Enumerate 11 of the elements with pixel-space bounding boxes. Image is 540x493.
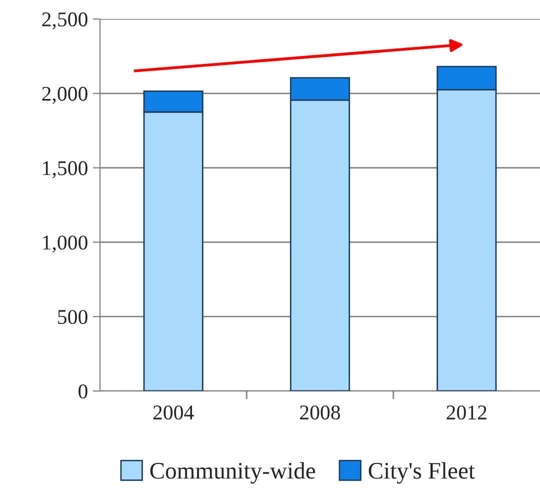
y-tick-label: 1,500 bbox=[43, 161, 88, 178]
y-tick-label: 1,000 bbox=[43, 236, 88, 253]
x-tick-label: 2004 bbox=[153, 405, 194, 420]
y-tick-label: 2,500 bbox=[42, 12, 88, 30]
x-tick-label: 2012 bbox=[446, 405, 486, 420]
x-tick-label: 2008 bbox=[300, 405, 340, 420]
y-tick-label: 500 bbox=[58, 310, 88, 324]
legend-label: City's Fleet bbox=[368, 462, 475, 484]
y-tick-label: 0 bbox=[78, 384, 88, 398]
legend-label: Community-wide bbox=[150, 462, 316, 484]
y-tick-label: 2,000 bbox=[42, 86, 88, 104]
